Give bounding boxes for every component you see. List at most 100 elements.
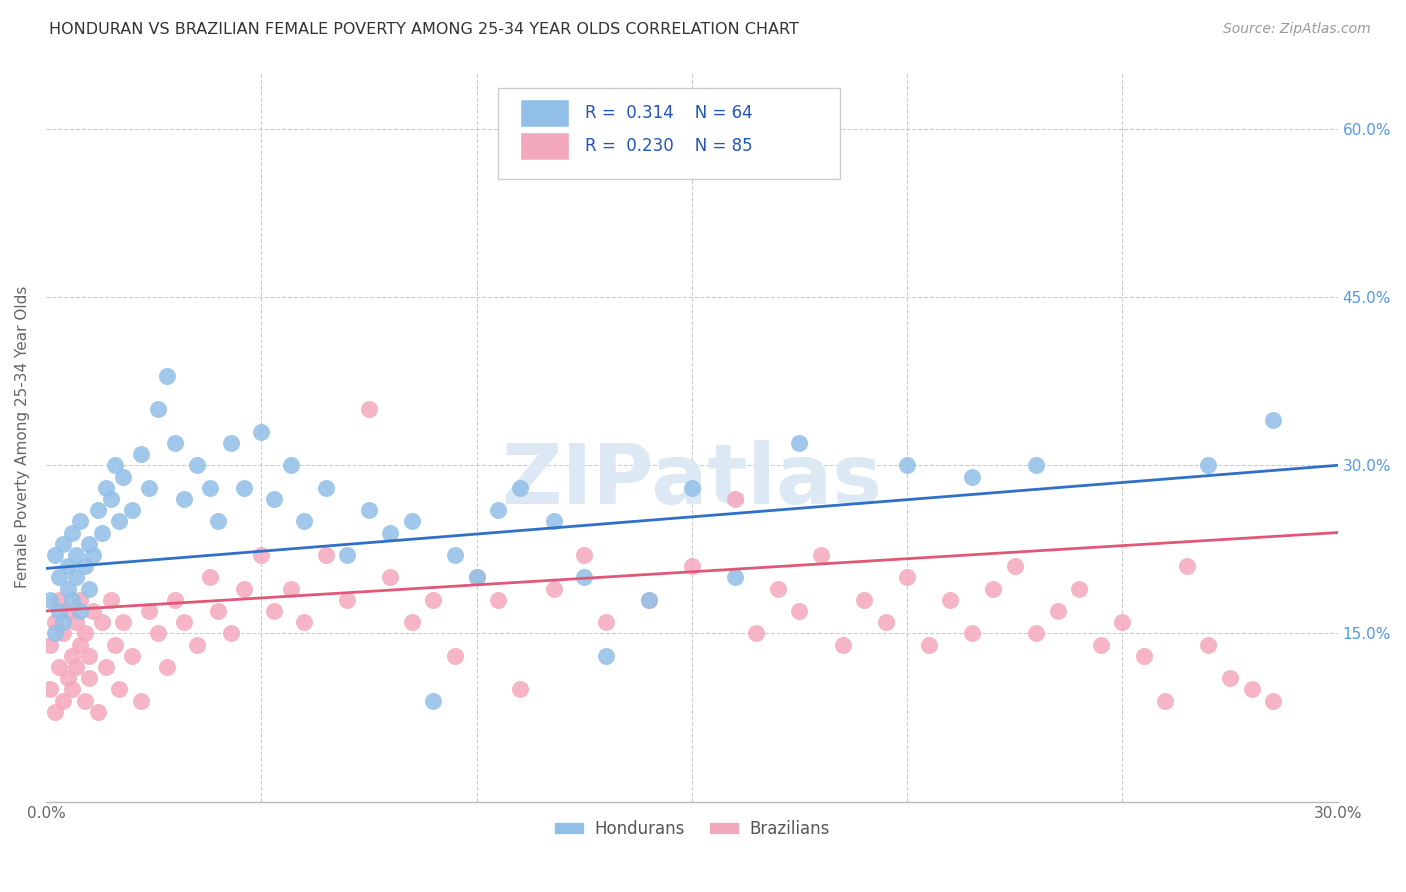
Point <box>724 491 747 506</box>
Point <box>48 604 70 618</box>
Point <box>60 648 83 663</box>
Point <box>186 458 208 473</box>
Point <box>1219 671 1241 685</box>
Point <box>896 570 918 584</box>
Point <box>1025 626 1047 640</box>
Point <box>509 682 531 697</box>
Point <box>44 705 66 719</box>
Point <box>1261 694 1284 708</box>
Text: R =  0.230    N = 85: R = 0.230 N = 85 <box>585 136 752 155</box>
Point <box>86 705 108 719</box>
Point <box>48 592 70 607</box>
Point <box>69 514 91 528</box>
Point <box>1046 604 1069 618</box>
Point <box>104 458 127 473</box>
Point <box>39 682 62 697</box>
Point <box>1133 648 1156 663</box>
Point <box>789 436 811 450</box>
Point <box>155 368 177 383</box>
Point <box>380 525 402 540</box>
Legend: Hondurans, Brazilians: Hondurans, Brazilians <box>547 813 837 844</box>
Point <box>543 514 565 528</box>
Text: Source: ZipAtlas.com: Source: ZipAtlas.com <box>1223 22 1371 37</box>
Point <box>444 648 467 663</box>
Point <box>104 638 127 652</box>
Point <box>444 548 467 562</box>
Point <box>108 682 131 697</box>
Point <box>77 537 100 551</box>
Point <box>165 436 187 450</box>
Point <box>91 615 114 630</box>
Point <box>165 592 187 607</box>
Y-axis label: Female Poverty Among 25-34 Year Olds: Female Poverty Among 25-34 Year Olds <box>15 286 30 589</box>
Point <box>939 592 962 607</box>
Point <box>681 481 703 495</box>
Point <box>1261 413 1284 427</box>
Point <box>44 615 66 630</box>
Point <box>52 537 75 551</box>
Point <box>77 671 100 685</box>
Point <box>91 525 114 540</box>
Point <box>112 469 135 483</box>
Point <box>44 626 66 640</box>
Point <box>1111 615 1133 630</box>
Point <box>60 682 83 697</box>
Point <box>56 582 79 596</box>
Point <box>48 570 70 584</box>
Point <box>486 592 509 607</box>
Point <box>65 570 87 584</box>
Point <box>401 514 423 528</box>
Text: HONDURAN VS BRAZILIAN FEMALE POVERTY AMONG 25-34 YEAR OLDS CORRELATION CHART: HONDURAN VS BRAZILIAN FEMALE POVERTY AMO… <box>49 22 799 37</box>
Point <box>219 626 242 640</box>
Point <box>960 626 983 640</box>
Point <box>56 559 79 574</box>
Point <box>60 592 83 607</box>
Point <box>1198 458 1220 473</box>
Point <box>960 469 983 483</box>
Point <box>280 458 302 473</box>
Point <box>44 548 66 562</box>
Point <box>263 491 285 506</box>
Point <box>56 671 79 685</box>
FancyBboxPatch shape <box>498 87 841 178</box>
Point <box>280 582 302 596</box>
Point <box>129 447 152 461</box>
Point <box>315 481 337 495</box>
Point <box>637 592 659 607</box>
Point <box>82 604 104 618</box>
Point <box>56 604 79 618</box>
Point <box>1025 458 1047 473</box>
Point <box>146 402 169 417</box>
Point <box>100 491 122 506</box>
Point <box>73 559 96 574</box>
Point <box>65 548 87 562</box>
Point <box>100 592 122 607</box>
Point <box>789 604 811 618</box>
Text: ZIPatlas: ZIPatlas <box>502 441 883 522</box>
Point <box>138 481 160 495</box>
Point <box>637 592 659 607</box>
Point <box>155 660 177 674</box>
Point <box>465 570 488 584</box>
Point <box>831 638 853 652</box>
Point <box>572 548 595 562</box>
Point <box>207 604 229 618</box>
Point <box>595 648 617 663</box>
Point <box>198 570 221 584</box>
Point <box>121 648 143 663</box>
Point <box>250 425 273 439</box>
Point <box>138 604 160 618</box>
Text: R =  0.314    N = 64: R = 0.314 N = 64 <box>585 104 752 122</box>
Point <box>173 615 195 630</box>
Point <box>60 525 83 540</box>
Point <box>875 615 897 630</box>
Point <box>82 548 104 562</box>
Point <box>981 582 1004 596</box>
Point <box>896 458 918 473</box>
Point <box>52 694 75 708</box>
Point <box>73 694 96 708</box>
Point <box>1175 559 1198 574</box>
Point <box>112 615 135 630</box>
Point <box>292 514 315 528</box>
Point <box>509 481 531 495</box>
